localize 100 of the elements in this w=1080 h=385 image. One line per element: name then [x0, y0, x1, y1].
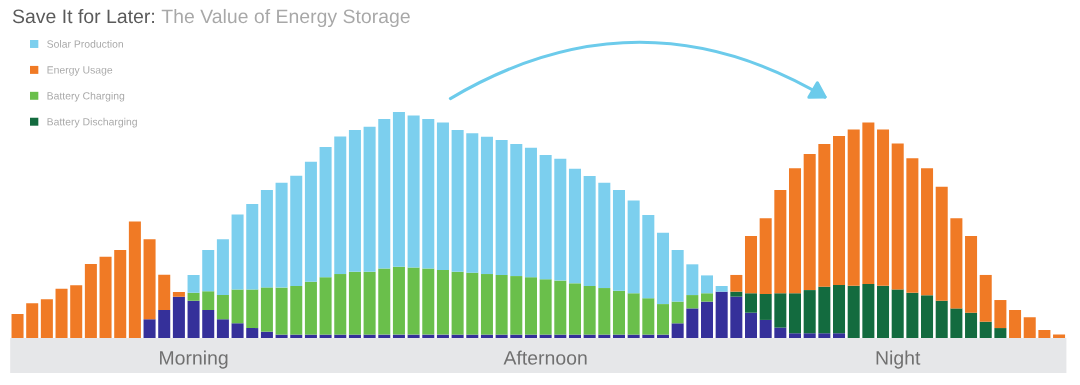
bar	[216, 319, 229, 338]
bar	[172, 291, 185, 297]
bar	[11, 314, 24, 338]
bar	[554, 280, 567, 335]
bar	[759, 218, 772, 294]
bar	[744, 293, 758, 313]
bar	[994, 328, 1007, 338]
bar	[627, 200, 640, 294]
bar	[319, 147, 332, 278]
bar	[862, 283, 875, 338]
bar	[363, 126, 376, 272]
bar	[789, 168, 802, 294]
bar	[26, 303, 39, 338]
bar	[774, 293, 787, 328]
bar	[378, 268, 391, 335]
bar	[466, 272, 479, 335]
bar	[906, 292, 919, 338]
bar	[187, 300, 200, 338]
bar	[744, 236, 758, 294]
bar	[524, 147, 537, 278]
bar	[99, 256, 112, 338]
bar	[583, 286, 596, 335]
bar	[847, 285, 860, 338]
chart-title: Save It for Later:	[12, 8, 154, 24]
bar	[334, 274, 347, 335]
bar	[715, 286, 728, 292]
bar	[789, 293, 802, 334]
bar	[759, 319, 772, 338]
bar	[304, 161, 317, 282]
bar	[833, 333, 846, 338]
bar	[818, 333, 831, 338]
x-tick-label: Night	[876, 350, 921, 369]
bar	[847, 129, 860, 286]
bar	[407, 267, 420, 335]
x-tick-label: Morning	[160, 350, 228, 369]
bar	[803, 290, 816, 334]
bar	[510, 144, 523, 277]
bar	[1053, 334, 1066, 338]
bar	[348, 271, 361, 335]
bar	[510, 276, 523, 335]
bar	[1009, 309, 1022, 338]
bar	[921, 168, 934, 296]
bar	[524, 277, 537, 335]
bar	[612, 290, 625, 335]
bar	[803, 333, 816, 338]
bar	[143, 239, 156, 320]
bar	[436, 122, 449, 270]
bar	[671, 301, 684, 324]
bar	[55, 288, 68, 338]
bar	[700, 301, 714, 338]
bar	[466, 133, 479, 273]
bar	[40, 299, 53, 338]
bar	[158, 309, 171, 338]
bar	[216, 239, 229, 296]
bar	[774, 327, 787, 338]
bar	[730, 274, 743, 292]
bar	[114, 250, 127, 338]
bar	[891, 143, 904, 290]
bar	[363, 271, 376, 335]
bar	[128, 221, 141, 338]
bar	[202, 309, 215, 338]
bar	[818, 286, 831, 334]
chart-subtitle: The Value of Energy Storage	[161, 8, 410, 28]
bar	[392, 112, 405, 267]
bar	[290, 175, 303, 287]
legend-label: Solar Production	[47, 40, 123, 48]
bar	[730, 291, 743, 297]
bar	[612, 189, 625, 291]
bar	[246, 328, 259, 338]
bar	[451, 130, 464, 272]
bar	[378, 119, 391, 269]
bar	[407, 115, 420, 268]
bar	[700, 293, 714, 302]
bar	[260, 331, 273, 338]
bar	[143, 319, 156, 338]
legend-label: Energy Usage	[47, 66, 113, 76]
bar	[965, 312, 978, 338]
bar	[656, 232, 669, 305]
bar	[877, 129, 890, 286]
bar	[554, 158, 567, 281]
bar	[246, 203, 259, 290]
x-tick-label: Afternoon	[503, 350, 587, 365]
bar	[891, 289, 904, 338]
bar	[642, 215, 655, 299]
bar	[642, 298, 655, 335]
bar	[451, 271, 464, 335]
bar	[260, 287, 273, 332]
bar	[202, 250, 215, 292]
bar	[231, 289, 244, 324]
bar	[392, 266, 405, 335]
bar	[319, 277, 332, 335]
bar	[656, 304, 669, 335]
bar	[422, 268, 435, 335]
bar	[730, 296, 743, 338]
bar	[935, 300, 948, 338]
bar	[334, 136, 347, 275]
bar	[1038, 330, 1051, 338]
bar	[671, 250, 684, 302]
bar	[480, 136, 493, 275]
bar	[231, 214, 244, 290]
